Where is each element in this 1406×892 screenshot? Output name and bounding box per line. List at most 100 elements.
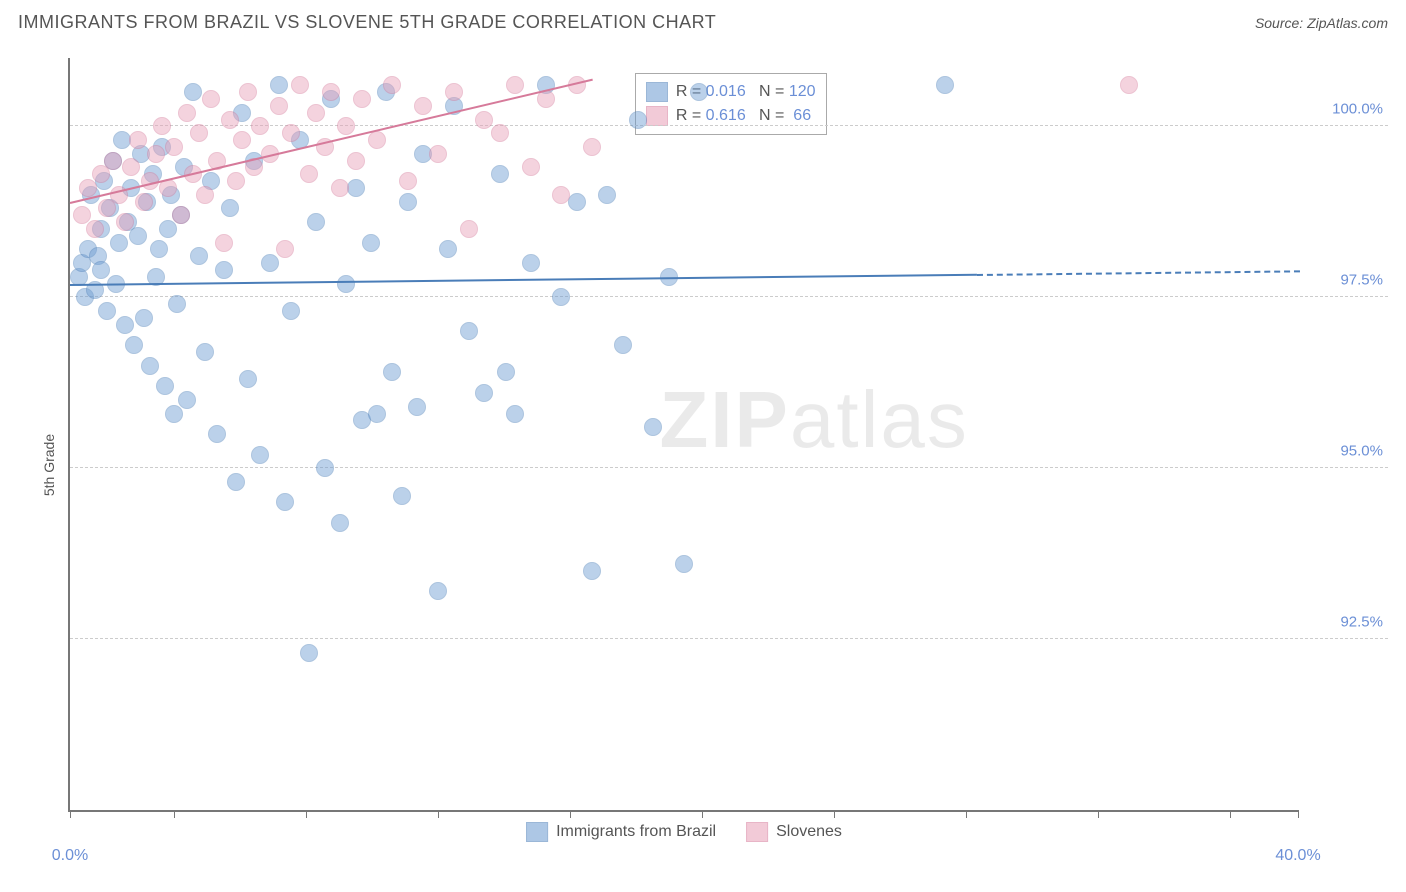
data-point <box>165 138 183 156</box>
legend-swatch <box>526 822 548 842</box>
data-point <box>135 193 153 211</box>
data-point <box>251 446 269 464</box>
data-point <box>215 234 233 252</box>
data-point <box>337 117 355 135</box>
data-point <box>239 370 257 388</box>
data-point <box>583 562 601 580</box>
data-point <box>399 193 417 211</box>
data-point <box>141 357 159 375</box>
series-legend: Immigrants from BrazilSlovenes <box>526 822 842 842</box>
x-tick <box>174 810 175 818</box>
data-point <box>116 213 134 231</box>
legend-swatch <box>646 82 668 102</box>
data-point <box>129 131 147 149</box>
data-point <box>368 131 386 149</box>
data-point <box>150 240 168 258</box>
data-point <box>522 254 540 272</box>
data-point <box>383 363 401 381</box>
data-point <box>347 179 365 197</box>
data-point <box>282 302 300 320</box>
data-point <box>414 97 432 115</box>
data-point <box>251 117 269 135</box>
data-point <box>172 206 190 224</box>
y-tick-label: 92.5% <box>1340 614 1383 631</box>
y-tick-label: 97.5% <box>1340 272 1383 289</box>
x-tick-label: 0.0% <box>52 847 88 865</box>
data-point <box>282 124 300 142</box>
data-point <box>270 97 288 115</box>
legend-swatch <box>646 106 668 126</box>
x-tick <box>1298 810 1299 818</box>
data-point <box>227 172 245 190</box>
data-point <box>1120 76 1138 94</box>
y-tick-label: 100.0% <box>1332 101 1383 118</box>
data-point <box>491 165 509 183</box>
data-point <box>110 234 128 252</box>
data-point <box>331 514 349 532</box>
data-point <box>270 76 288 94</box>
data-point <box>408 398 426 416</box>
data-point <box>583 138 601 156</box>
gridline <box>70 467 1388 468</box>
data-point <box>506 405 524 423</box>
data-point <box>227 473 245 491</box>
data-point <box>460 322 478 340</box>
data-point <box>215 261 233 279</box>
data-point <box>147 145 165 163</box>
data-point <box>675 555 693 573</box>
data-point <box>196 343 214 361</box>
data-point <box>291 76 309 94</box>
data-point <box>168 295 186 313</box>
data-point <box>429 582 447 600</box>
data-point <box>322 83 340 101</box>
data-point <box>122 158 140 176</box>
x-tick <box>702 810 703 818</box>
data-point <box>300 644 318 662</box>
data-point <box>153 117 171 135</box>
data-point <box>506 76 524 94</box>
data-point <box>399 172 417 190</box>
data-point <box>184 83 202 101</box>
legend-row: R = 0.016 N = 120 <box>646 80 816 104</box>
data-point <box>337 275 355 293</box>
data-point <box>300 165 318 183</box>
data-point <box>190 247 208 265</box>
x-tick <box>1098 810 1099 818</box>
source-label: Source: ZipAtlas.com <box>1255 15 1388 31</box>
data-point <box>690 83 708 101</box>
data-point <box>233 131 251 149</box>
gridline <box>70 296 1388 297</box>
data-point <box>393 487 411 505</box>
data-point <box>190 124 208 142</box>
data-point <box>568 193 586 211</box>
x-tick <box>834 810 835 818</box>
x-tick <box>570 810 571 818</box>
legend-item: Immigrants from Brazil <box>526 822 716 842</box>
data-point <box>629 111 647 129</box>
x-tick <box>1230 810 1231 818</box>
data-point <box>276 493 294 511</box>
data-point <box>936 76 954 94</box>
data-point <box>125 336 143 354</box>
data-point <box>522 158 540 176</box>
data-point <box>331 179 349 197</box>
data-point <box>460 220 478 238</box>
data-point <box>86 220 104 238</box>
plot-area: ZIPatlas R = 0.016 N = 120R = 0.616 N = … <box>68 58 1298 812</box>
x-tick <box>966 810 967 818</box>
data-point <box>239 83 257 101</box>
x-tick-label: 40.0% <box>1275 847 1320 865</box>
data-point <box>98 302 116 320</box>
data-point <box>221 199 239 217</box>
x-tick <box>70 810 71 818</box>
data-point <box>347 152 365 170</box>
data-point <box>135 309 153 327</box>
data-point <box>497 363 515 381</box>
trend-line <box>70 274 977 286</box>
data-point <box>202 90 220 108</box>
data-point <box>644 418 662 436</box>
data-point <box>598 186 616 204</box>
data-point <box>614 336 632 354</box>
data-point <box>491 124 509 142</box>
data-point <box>475 384 493 402</box>
